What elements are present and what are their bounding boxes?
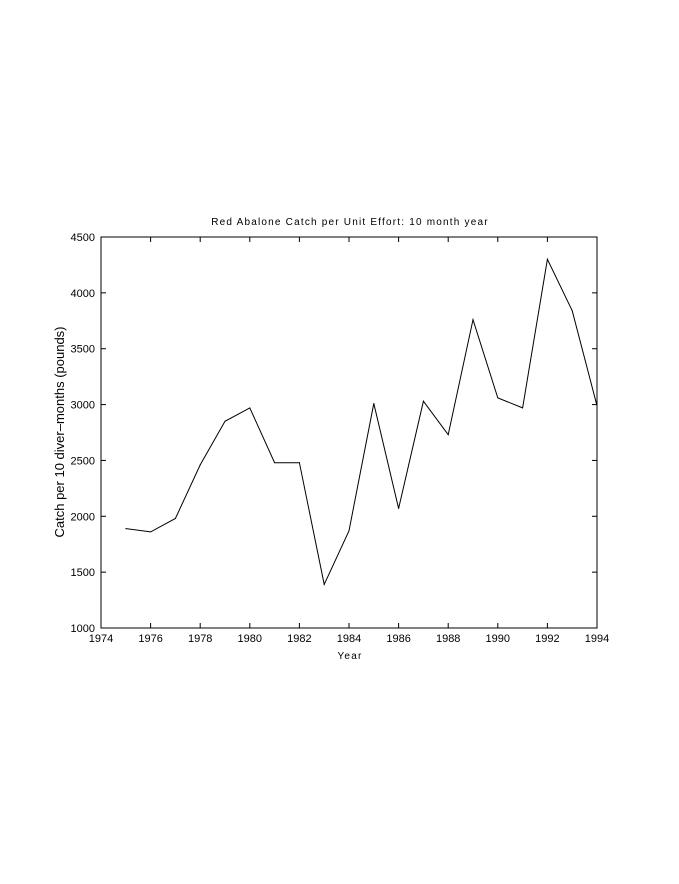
y-tick-label: 1000	[71, 623, 95, 635]
series-layer	[125, 257, 598, 586]
chart-title: Red Abalone Catch per Unit Effort: 10 mo…	[211, 217, 489, 228]
data-point	[348, 530, 350, 532]
ticks-layer	[100, 236, 598, 629]
data-point	[249, 407, 251, 409]
y-tick-label: 2000	[71, 511, 95, 523]
data-point	[174, 518, 176, 520]
x-tick-label: 1978	[188, 633, 212, 645]
x-tick-label: 1974	[89, 633, 113, 645]
x-tick-label: 1976	[138, 633, 162, 645]
data-point	[298, 462, 300, 464]
x-tick-label: 1994	[585, 633, 609, 645]
y-tick-label: 4000	[71, 288, 95, 300]
y-tick-label: 1500	[71, 567, 95, 579]
data-point	[398, 507, 400, 509]
x-tick-label: 1980	[238, 633, 262, 645]
data-point	[522, 407, 524, 409]
y-axis-label: Catch per 10 diver–months (pounds)	[52, 326, 67, 537]
x-tick-label: 1992	[535, 633, 559, 645]
x-tick-label: 1982	[287, 633, 311, 645]
x-tick-label: 1988	[436, 633, 460, 645]
data-point	[472, 319, 474, 321]
data-point	[571, 310, 573, 312]
data-point	[422, 400, 424, 402]
data-point	[546, 258, 548, 260]
data-point	[199, 464, 201, 466]
x-tick-label: 1990	[486, 633, 510, 645]
y-tick-label: 2500	[71, 455, 95, 467]
plot-frame	[100, 236, 598, 629]
data-point	[125, 528, 127, 530]
data-point	[447, 434, 449, 436]
x-tick-label: 1984	[337, 633, 361, 645]
data-point	[323, 583, 325, 585]
y-tick-label: 3500	[71, 344, 95, 356]
x-tick-label: 1986	[386, 633, 410, 645]
data-point	[274, 462, 276, 464]
data-point	[150, 531, 152, 533]
y-tick-label: 3000	[71, 400, 95, 412]
y-tick-label: 4500	[71, 232, 95, 244]
x-axis-label: Year	[337, 651, 362, 662]
data-point	[373, 402, 375, 404]
data-point	[224, 420, 226, 422]
series-line	[125, 257, 598, 586]
tick-labels: 1974 1976 1978 1980 1982 1984 1986 1988 1990 1992…	[71, 232, 610, 645]
data-point	[497, 397, 499, 399]
